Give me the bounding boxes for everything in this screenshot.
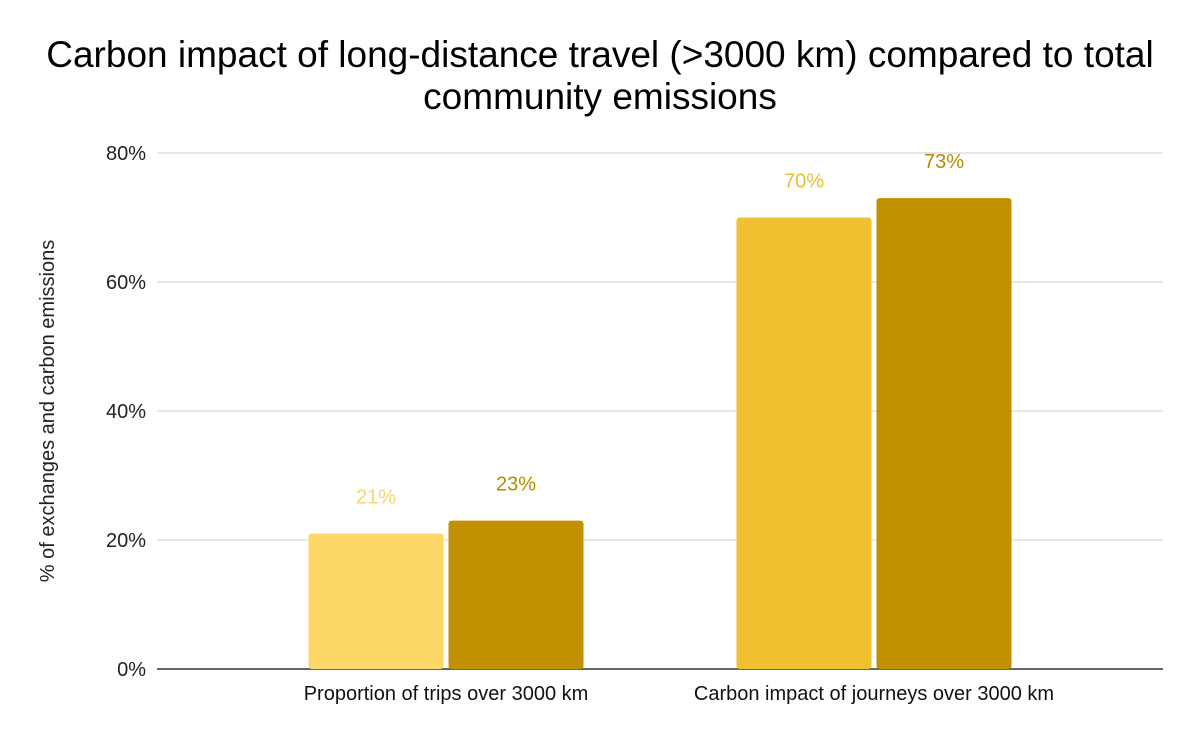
y-tick-label: 0% (117, 659, 146, 681)
x-category-label: Carbon impact of journeys over 3000 km (694, 683, 1054, 705)
data-label: 21% (356, 487, 396, 509)
y-tick-label: 80% (106, 143, 146, 165)
bar (308, 533, 444, 669)
bar (876, 198, 1012, 669)
chart-title: Carbon impact of long-distance travel (>… (46, 34, 1154, 117)
data-label: 73% (924, 151, 964, 173)
y-tick-label: 20% (106, 530, 146, 552)
data-label: 70% (784, 171, 824, 193)
y-tick-label: 40% (106, 401, 146, 423)
bar (736, 217, 872, 669)
data-label: 23% (496, 474, 536, 496)
y-tick-label: 60% (106, 272, 146, 294)
y-axis-title: % of exchanges and carbon emissions (37, 240, 59, 582)
x-category-label: Proportion of trips over 3000 km (304, 683, 589, 705)
bar (448, 520, 584, 669)
